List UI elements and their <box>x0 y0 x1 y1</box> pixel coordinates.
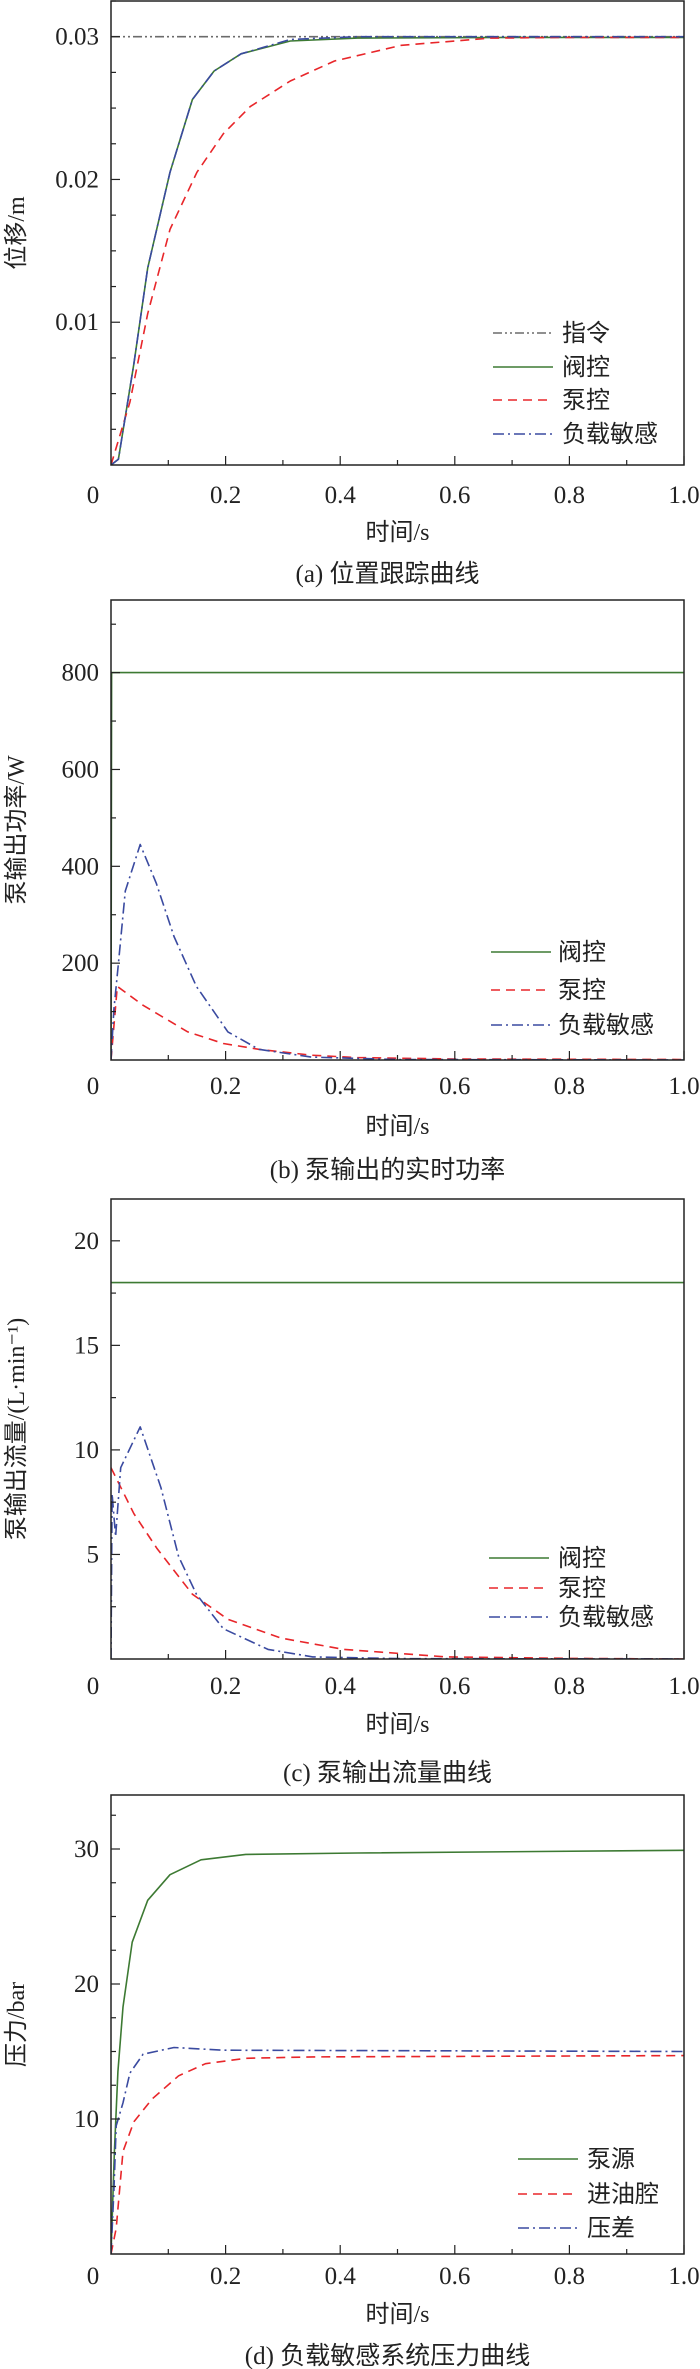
x-axis-label: 时间/s <box>365 2301 429 2328</box>
chart-d: 0 0.2 0.4 0.6 0.8 1.0 10 20 30 时间/s 压力/bar (d) 负载敏感… <box>3 1794 700 2369</box>
legend-label: 阀控 <box>558 939 606 966</box>
series-line-2 <box>111 2054 684 2254</box>
x-tick-label: 0 <box>87 2263 100 2290</box>
chart-a: 0 0.2 0.4 0.6 0.8 1.0 0.01 0.02 0.03 时间/s 位移/m (a) … <box>3 0 700 588</box>
legend-label: 进油腔 <box>587 2181 659 2208</box>
y-tick-label: 10 <box>74 2106 99 2133</box>
legend-label: 泵源 <box>587 2146 635 2173</box>
y-tick-label: 0.03 <box>55 24 99 51</box>
x-tick-label: 0.8 <box>554 2263 585 2290</box>
x-tick-label: 0.2 <box>210 1073 241 1100</box>
x-tick-label: 0.8 <box>554 482 585 509</box>
x-tick-label: 0.4 <box>325 1673 357 1700</box>
x-tick-label: 0.2 <box>210 1673 241 1700</box>
legend-label: 负载敏感 <box>558 1604 654 1631</box>
y-tick-label: 0.01 <box>55 309 99 336</box>
x-tick-label: 0.2 <box>210 2263 241 2290</box>
series-line-4 <box>111 35 684 465</box>
x-tick-label: 0.4 <box>325 1073 357 1100</box>
legend-label: 负载敏感 <box>562 421 658 448</box>
series-line-1 <box>111 1849 684 2254</box>
x-tick-label: 0.6 <box>439 1673 470 1700</box>
chart-c: 0 0.2 0.4 0.6 0.8 1.0 5 10 15 20 时间/s 泵输出流量/(L·min⁻… <box>3 1198 700 1787</box>
legend-label: 阀控 <box>558 1545 606 1572</box>
x-tick-label: 0.4 <box>325 2263 357 2290</box>
series-line-3 <box>111 2046 684 2254</box>
legend-label: 泵控 <box>562 387 610 414</box>
y-tick-label: 200 <box>62 950 100 977</box>
legend-label: 泵控 <box>558 977 606 1004</box>
y-tick-label: 10 <box>74 1437 99 1464</box>
y-tick-label: 20 <box>74 1971 99 1998</box>
chart-caption: (d) 负载敏感系统压力曲线 <box>245 2342 530 2369</box>
x-tick-label: 0 <box>87 1673 100 1700</box>
legend-label: 负载敏感 <box>558 1012 654 1039</box>
legend-label: 指令 <box>562 320 610 347</box>
y-tick-label: 20 <box>74 1228 99 1255</box>
x-axis-label: 时间/s <box>365 1711 429 1738</box>
series-line-3 <box>111 1426 684 1659</box>
y-tick-label: 800 <box>62 660 100 687</box>
x-tick-label: 1.0 <box>668 482 699 509</box>
chart-caption: (a) 位置跟踪曲线 <box>296 560 480 588</box>
x-tick-label: 1.0 <box>668 1673 699 1700</box>
series-line-2 <box>111 985 684 1060</box>
x-tick-label: 0 <box>87 1073 100 1100</box>
x-tick-label: 0.2 <box>210 482 241 509</box>
y-tick-label: 600 <box>62 756 100 783</box>
series-line-3 <box>111 843 684 1060</box>
x-axis-label: 时间/s <box>365 519 429 546</box>
y-tick-label: 0.02 <box>55 166 99 193</box>
x-axis-label: 时间/s <box>365 1113 429 1140</box>
y-tick-label: 30 <box>74 1836 99 1863</box>
legend-label: 泵控 <box>558 1575 606 1602</box>
series-line-3 <box>111 36 684 465</box>
y-axis-label: 泵输出功率/W <box>3 755 30 905</box>
y-tick-label: 400 <box>62 853 100 880</box>
y-axis-label: 泵输出流量/(L·min⁻¹) <box>3 1318 30 1541</box>
y-axis-label: 位移/m <box>3 196 30 270</box>
x-tick-label: 0.8 <box>554 1673 585 1700</box>
legend-label: 阀控 <box>562 354 610 381</box>
y-tick-label: 5 <box>87 1541 100 1568</box>
x-tick-label: 1.0 <box>668 1073 699 1100</box>
chart-caption: (c) 泵输出流量曲线 <box>283 1759 492 1787</box>
x-tick-label: 0.8 <box>554 1073 585 1100</box>
x-tick-label: 1.0 <box>668 2263 699 2290</box>
x-tick-label: 0.6 <box>439 1073 470 1100</box>
x-tick-label: 0.4 <box>325 482 357 509</box>
y-tick-label: 15 <box>74 1332 99 1359</box>
x-tick-label: 0.6 <box>439 482 470 509</box>
legend-label: 压差 <box>587 2215 635 2242</box>
x-tick-label: 0 <box>87 482 100 509</box>
x-tick-label: 0.6 <box>439 2263 470 2290</box>
chart-b: 0 0.2 0.4 0.6 0.8 1.0 200 400 600 800 时间/s 泵输出功率/W (… <box>3 599 700 1184</box>
y-axis-label: 压力/bar <box>3 1982 30 2067</box>
chart-caption: (b) 泵输出的实时功率 <box>270 1156 505 1184</box>
